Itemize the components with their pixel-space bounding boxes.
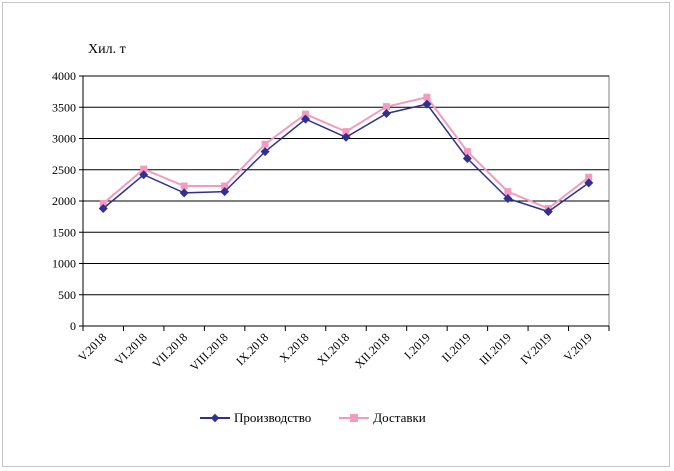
data-point-deliveries: [423, 93, 431, 101]
y-tick-label: 1000: [52, 257, 76, 271]
legend-label-production: Производство: [234, 410, 312, 425]
data-point-deliveries: [180, 182, 188, 190]
y-tick-label: 3000: [52, 132, 76, 146]
production-swatch-icon: [200, 413, 230, 423]
data-point-production: [543, 207, 553, 217]
data-point-production: [98, 204, 108, 213]
chart-frame: [2, 2, 670, 467]
data-point-production: [341, 132, 351, 142]
data-point-production: [301, 114, 311, 124]
data-point-deliveries: [302, 110, 310, 118]
data-point-production: [260, 147, 270, 157]
x-tick-label: II.2019: [439, 330, 474, 365]
data-point-deliveries: [504, 188, 512, 196]
deliveries-swatch-icon: [339, 413, 370, 423]
legend: Производство Доставки: [200, 410, 426, 426]
x-tick-label: V.2018: [75, 330, 109, 364]
y-tick-label: 2000: [52, 194, 76, 208]
series-line-deliveries: [102, 96, 590, 210]
x-tick-label: X.2018: [277, 330, 312, 365]
y-tick-label: 1500: [52, 225, 76, 239]
x-tick-label: I.2019: [401, 330, 433, 362]
data-point-deliveries: [99, 200, 107, 207]
x-tick-label: XII.2018: [352, 330, 393, 371]
x-tick-label: IX.2018: [233, 330, 271, 368]
y-tick-label: 2500: [52, 163, 76, 177]
y-tick-label: 4000: [52, 69, 76, 83]
data-point-production: [422, 99, 432, 109]
x-tick-label: III.2019: [476, 330, 513, 367]
legend-item-deliveries: Доставки: [339, 410, 426, 426]
x-tick-label: V.2019: [561, 330, 595, 364]
data-point-deliveries: [221, 182, 229, 190]
data-point-production: [584, 178, 594, 188]
data-point-production: [503, 194, 513, 203]
y-axis-label: Хил. т: [88, 42, 126, 57]
data-point-deliveries: [342, 128, 350, 136]
y-tick-label: 0: [70, 319, 76, 333]
x-tick-label: XI.2018: [314, 330, 352, 368]
data-point-production: [462, 154, 472, 163]
y-tick-label: 500: [58, 288, 76, 302]
legend-label-deliveries: Доставки: [373, 410, 426, 425]
legend-item-production: Производство: [200, 410, 311, 426]
x-tick-label: VIII.2018: [187, 330, 231, 374]
data-point-production: [179, 188, 189, 198]
data-point-deliveries: [463, 148, 471, 156]
data-point-deliveries: [140, 165, 148, 173]
y-tick-label: 3500: [52, 100, 76, 114]
data-point-deliveries: [585, 173, 593, 181]
data-point-deliveries: [382, 103, 390, 111]
x-tick-label: VI.2018: [112, 330, 150, 368]
data-point-production: [139, 170, 149, 180]
data-point-production: [381, 109, 391, 118]
x-tick-label: IV.2019: [518, 330, 555, 367]
data-point-production: [220, 187, 230, 197]
data-point-deliveries: [261, 140, 269, 148]
x-tick-label: VII.2018: [149, 330, 190, 371]
